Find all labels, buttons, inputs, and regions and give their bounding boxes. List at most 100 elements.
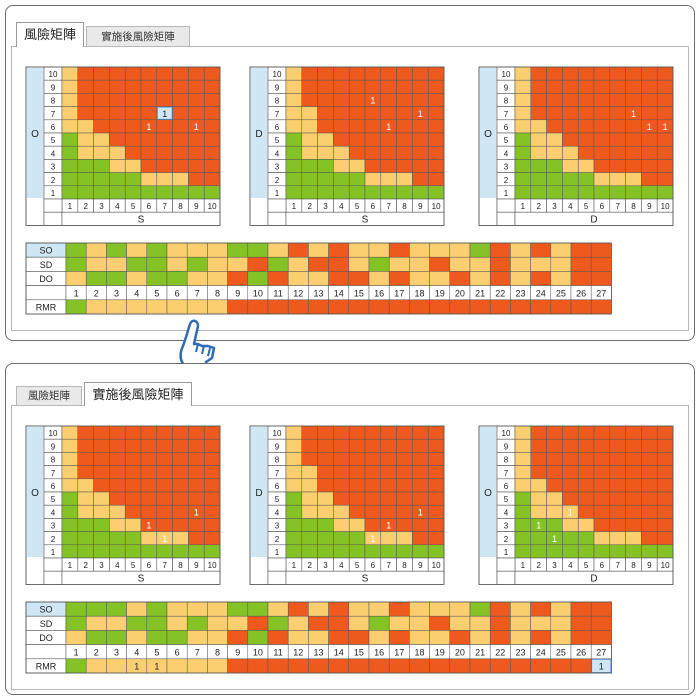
matrix-cell bbox=[93, 106, 110, 121]
matrix-cell bbox=[530, 438, 547, 453]
y-axis-band bbox=[251, 427, 267, 557]
matrix-cell bbox=[364, 465, 382, 480]
matrix-cell bbox=[188, 518, 205, 532]
column-number: 7 bbox=[162, 561, 167, 570]
rmr-number: 23 bbox=[515, 647, 525, 657]
matrix-cell bbox=[530, 531, 547, 546]
rmr-cell bbox=[126, 630, 148, 645]
matrix-cell bbox=[625, 518, 642, 532]
matrix-cell bbox=[530, 452, 547, 466]
rmr-cell bbox=[368, 630, 390, 645]
matrix-cell bbox=[364, 438, 382, 453]
matrix-cell bbox=[317, 491, 334, 506]
matrix-cell bbox=[333, 159, 350, 173]
rmr-number: 2 bbox=[94, 647, 99, 657]
rmr-cell bbox=[328, 615, 350, 631]
matrix-cell bbox=[124, 66, 142, 81]
rmr-number: 5 bbox=[154, 647, 159, 657]
matrix-cell bbox=[93, 491, 110, 506]
matrix-cell bbox=[656, 159, 674, 173]
rmr-cell bbox=[590, 256, 612, 272]
rmr-cell bbox=[207, 271, 228, 286]
tab-post-implementation-risk-matrix[interactable]: 實施後風險矩陣 bbox=[86, 26, 190, 47]
matrix-cell bbox=[427, 478, 445, 493]
tab-post-implementation-risk-matrix[interactable]: 實施後風險矩陣 bbox=[84, 382, 192, 406]
matrix-cell bbox=[427, 159, 445, 173]
rmr-value-cell bbox=[207, 658, 228, 674]
row-number: 7 bbox=[51, 110, 56, 119]
matrix-cell bbox=[514, 465, 532, 480]
matrix-cell bbox=[301, 425, 318, 440]
rmr-value-cell bbox=[308, 299, 329, 315]
rmr-value-cell bbox=[510, 658, 531, 674]
matrix-cell bbox=[562, 79, 579, 94]
matrix-cell bbox=[530, 425, 547, 440]
rmr-cell bbox=[186, 601, 208, 617]
column-number: 2 bbox=[536, 561, 541, 570]
matrix-cell bbox=[156, 518, 173, 532]
matrix-cell bbox=[156, 66, 173, 81]
rmr-cell bbox=[227, 256, 249, 272]
matrix-cell bbox=[77, 544, 94, 559]
matrix-cell bbox=[656, 452, 674, 466]
matrix-cell bbox=[380, 132, 397, 147]
row-number: 1 bbox=[275, 548, 280, 557]
rmr-cell bbox=[85, 630, 107, 645]
matrix-cell bbox=[546, 478, 563, 493]
matrix-cell bbox=[396, 544, 413, 559]
row-number: 3 bbox=[504, 522, 509, 531]
matrix-cell bbox=[641, 544, 658, 559]
matrix-cell bbox=[188, 452, 205, 466]
matrix-cell bbox=[562, 185, 579, 200]
row-number: 6 bbox=[275, 482, 280, 491]
column-number: 4 bbox=[339, 202, 344, 211]
matrix-cell bbox=[656, 478, 674, 493]
matrix-cell bbox=[364, 544, 382, 559]
matrix-cell bbox=[140, 79, 158, 94]
matrix-cell bbox=[577, 531, 595, 546]
matrix-cell bbox=[396, 425, 413, 440]
row-number: 3 bbox=[51, 163, 56, 172]
matrix-cell bbox=[301, 119, 318, 134]
rmr-cell bbox=[227, 271, 249, 286]
matrix-cell bbox=[93, 518, 110, 532]
matrix-cell bbox=[514, 159, 532, 173]
matrix-cell bbox=[156, 478, 173, 493]
rmr-cell bbox=[126, 615, 148, 631]
row-number: 4 bbox=[275, 149, 280, 158]
matrix-cell bbox=[364, 145, 382, 160]
rmr-cell bbox=[166, 601, 188, 617]
matrix-cell bbox=[427, 544, 445, 559]
row-number: 5 bbox=[51, 495, 56, 504]
matrix-cell bbox=[285, 66, 303, 81]
row-number: 4 bbox=[51, 149, 56, 158]
tab-risk-matrix[interactable]: 風險矩陣 bbox=[16, 386, 82, 406]
matrix-cell bbox=[396, 79, 413, 94]
rmr-cell bbox=[590, 271, 612, 286]
tab-risk-matrix[interactable]: 風險矩陣 bbox=[16, 22, 84, 47]
rmr-row-label: SO bbox=[39, 246, 52, 256]
matrix-cell bbox=[348, 119, 366, 134]
matrix-cell bbox=[514, 531, 532, 546]
matrix-cell bbox=[593, 504, 611, 519]
matrix-cell bbox=[317, 465, 334, 480]
matrix-cell bbox=[530, 491, 547, 506]
row-number: 9 bbox=[504, 83, 509, 92]
rmr-cell bbox=[530, 601, 552, 617]
matrix-cell bbox=[396, 106, 413, 121]
matrix-cell bbox=[625, 145, 642, 160]
column-number: 7 bbox=[615, 561, 620, 570]
matrix-cell bbox=[412, 119, 429, 134]
matrix-cell bbox=[656, 132, 674, 147]
rmr-cell bbox=[590, 242, 612, 258]
matrix-cell bbox=[593, 66, 611, 81]
matrix-cell bbox=[427, 132, 445, 147]
risk-count: 1 bbox=[146, 122, 151, 132]
rmr-cell bbox=[267, 615, 289, 631]
row-number: 8 bbox=[504, 97, 509, 106]
matrix-cell bbox=[577, 159, 595, 173]
rmr-cell bbox=[388, 615, 410, 631]
matrix-cell bbox=[333, 504, 350, 519]
rmr-cell bbox=[368, 256, 390, 272]
matrix-cell bbox=[317, 544, 334, 559]
